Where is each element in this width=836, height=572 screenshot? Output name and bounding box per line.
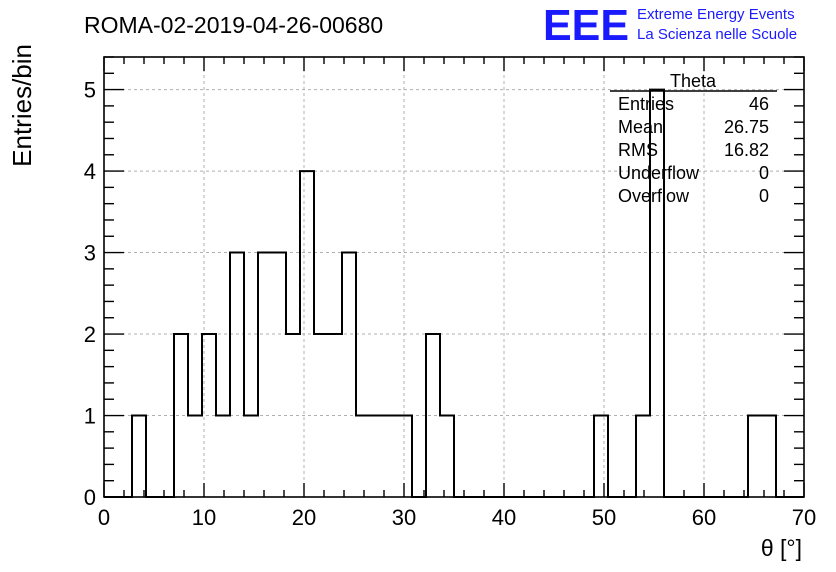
stats-overflow-value: 0	[759, 186, 769, 206]
stats-entries-label: Entries	[618, 94, 674, 114]
histogram-bin	[370, 416, 384, 497]
eee-logo: EEE Extreme Energy Events La Scienza nel…	[543, 1, 797, 50]
y-tick-label: 1	[84, 404, 96, 429]
histogram-bin	[272, 253, 286, 497]
y-tick-label: 2	[84, 322, 96, 347]
histogram-bin	[762, 416, 776, 497]
histogram-bin	[244, 416, 258, 497]
x-tick-label: 40	[492, 505, 516, 530]
plot-frame	[103, 56, 805, 498]
histogram-bin	[328, 334, 342, 497]
histogram-bin	[132, 416, 146, 497]
histogram-bin	[230, 253, 244, 497]
histogram-series	[104, 88, 804, 498]
histogram-bin	[174, 334, 188, 497]
stats-mean-label: Mean	[618, 117, 663, 137]
chart-title: ROMA-02-2019-04-26-00680	[84, 12, 383, 38]
eee-logo-line1: Extreme Energy Events	[637, 6, 795, 23]
histogram-bin	[258, 253, 272, 497]
histogram-bin	[342, 253, 356, 497]
histogram-bin	[384, 416, 398, 497]
y-tick-label: 3	[84, 241, 96, 266]
stats-entries-value: 46	[749, 94, 769, 114]
histogram-bin	[594, 416, 608, 497]
histogram-bin	[202, 334, 216, 497]
eee-logo-mark: EEE	[543, 1, 629, 50]
y-tick-label: 0	[84, 485, 96, 510]
stats-mean-value: 26.75	[724, 117, 769, 137]
histogram-bin	[286, 334, 300, 497]
histogram-bin	[216, 416, 230, 497]
eee-logo-line2: La Scienza nelle Scuole	[637, 26, 797, 43]
stats-rms-label: RMS	[618, 140, 658, 160]
histogram-bin	[426, 334, 440, 497]
histogram-bin	[188, 416, 202, 497]
y-tick-label: 4	[84, 159, 96, 184]
tick-labels: 0 10 20 30 40 50 60 70 0 1 2 3 4 5	[84, 78, 816, 530]
stats-underflow-label: Underflow	[618, 163, 700, 183]
x-tick-label: 60	[692, 505, 716, 530]
histogram-bin	[398, 416, 412, 497]
histogram-bin	[356, 416, 370, 497]
x-tick-label: 0	[98, 505, 110, 530]
histogram-bin	[440, 416, 454, 497]
stats-rms-value: 16.82	[724, 140, 769, 160]
stats-overflow-label: Overflow	[618, 186, 690, 206]
x-tick-label: 30	[392, 505, 416, 530]
histogram-bin	[314, 334, 328, 497]
stats-box: Theta Entries 46 Mean 26.75 RMS 16.82 Un…	[610, 71, 777, 206]
x-tick-label: 20	[292, 505, 316, 530]
histogram-bin	[636, 416, 650, 497]
x-tick-label: 50	[592, 505, 616, 530]
histogram-bin	[748, 416, 762, 497]
histogram-bin	[300, 171, 314, 497]
stats-box-title: Theta	[670, 71, 717, 91]
y-tick-label: 5	[84, 78, 96, 103]
stats-underflow-value: 0	[759, 163, 769, 183]
x-tick-label: 10	[192, 505, 216, 530]
x-tick-label: 70	[792, 505, 816, 530]
y-axis-title: Entries/bin	[7, 44, 37, 167]
x-axis-title: θ [°]	[761, 535, 802, 561]
